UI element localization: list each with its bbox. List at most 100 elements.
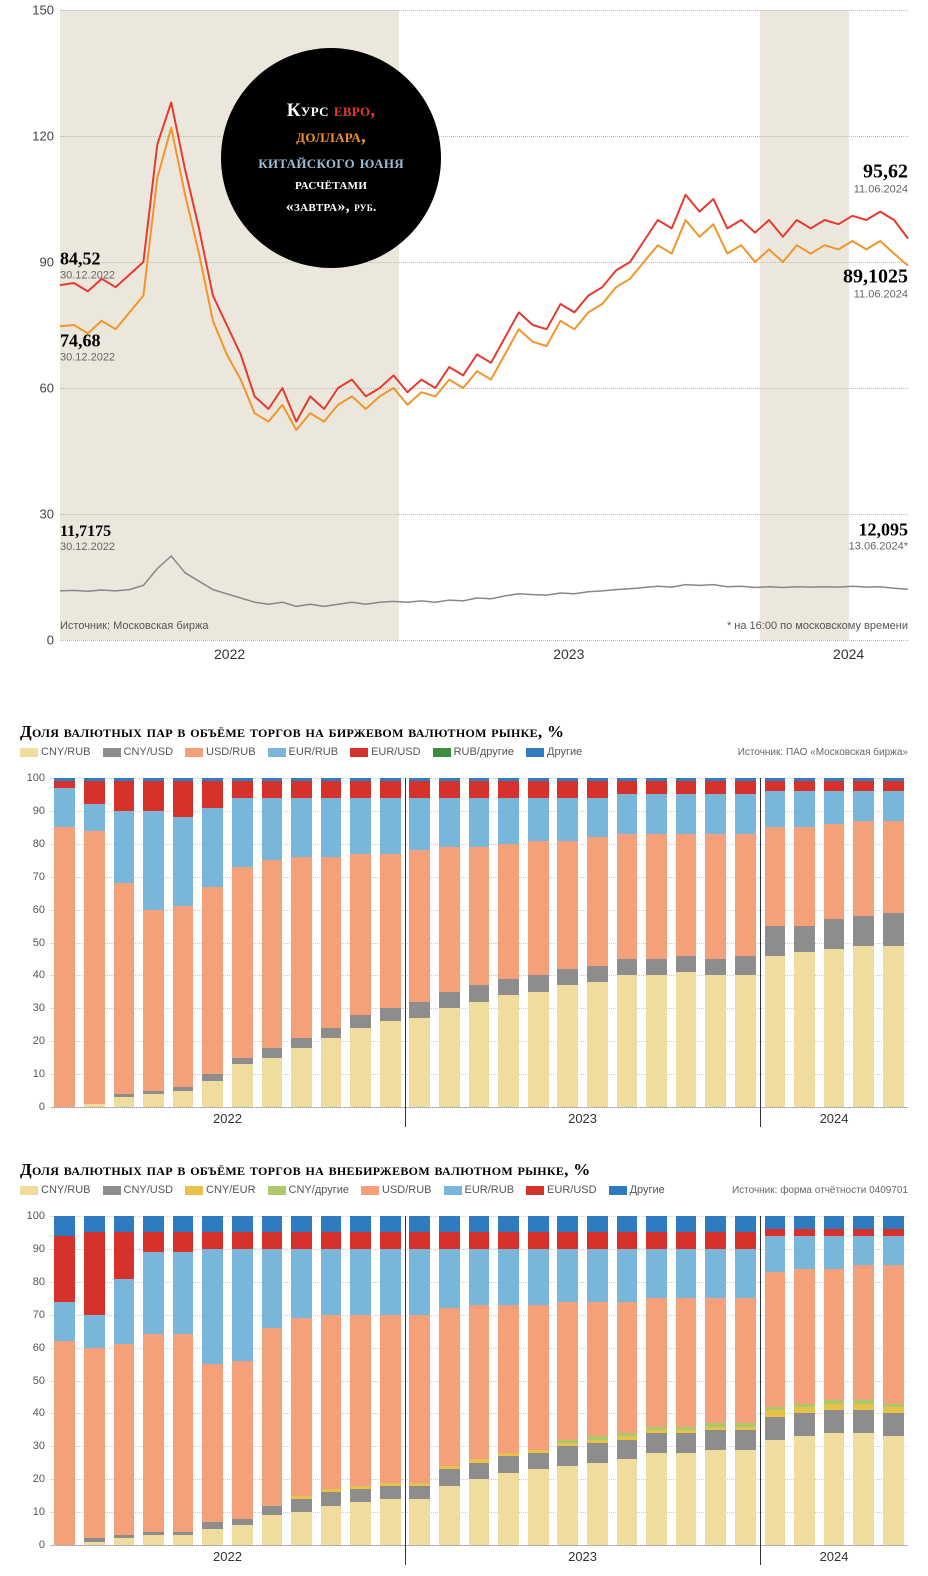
mid-seg-other: [262, 778, 283, 781]
mid-bar: [705, 778, 726, 1107]
bot-seg-cny_usd: [232, 1519, 253, 1526]
bot-seg-eur_usd: [380, 1232, 401, 1248]
mid-seg-other: [350, 778, 371, 781]
bot-seg-cny_eur: [291, 1496, 312, 1499]
bot-seg-usd_rub: [824, 1269, 845, 1401]
bot-seg-usd_rub: [735, 1298, 756, 1423]
mid-seg-eur_usd: [469, 781, 490, 797]
bot-seg-other: [883, 1216, 904, 1229]
bot-seg-eur_rub: [765, 1236, 786, 1272]
mid-legend-item: CNY/RUB: [20, 746, 91, 758]
bot-seg-eur_usd: [350, 1232, 371, 1248]
mid-seg-cny_usd: [380, 1008, 401, 1021]
bot-seg-other: [705, 1216, 726, 1232]
bot-seg-eur_rub: [646, 1249, 667, 1298]
mid-seg-other: [824, 778, 845, 781]
mid-seg-eur_usd: [646, 781, 667, 794]
mid-seg-usd_rub: [380, 854, 401, 1009]
mid-seg-eur_rub: [557, 798, 578, 841]
bot-seg-cny_oth: [617, 1433, 638, 1436]
series-cny: [60, 556, 908, 606]
bot-seg-usd_rub: [202, 1364, 223, 1522]
title-medallion: Курс евро,доллара,китайского юанярасчёта…: [221, 48, 441, 268]
mid-seg-other: [469, 778, 490, 781]
bot-seg-cny_usd: [350, 1489, 371, 1502]
mid-seg-eur_usd: [202, 781, 223, 807]
mid-year-label: 2024: [820, 1107, 849, 1126]
mid-seg-usd_rub: [409, 850, 430, 1001]
bot-seg-eur_usd: [469, 1232, 490, 1248]
mid-seg-eur_rub: [380, 798, 401, 854]
mid-bar: [528, 778, 549, 1107]
x-axis-year-label: 2023: [553, 640, 584, 662]
mid-seg-cny_usd: [232, 1058, 253, 1065]
mid-seg-eur_usd: [439, 781, 460, 797]
bot-seg-cny_rub: [350, 1502, 371, 1545]
bot-seg-eur_usd: [54, 1236, 75, 1302]
bot-seg-cny_oth: [883, 1404, 904, 1407]
bot-seg-cny_eur: [439, 1466, 460, 1469]
mid-seg-cny_rub: [676, 972, 697, 1107]
bot-seg-eur_usd: [853, 1229, 874, 1236]
bot-seg-eur_rub: [528, 1249, 549, 1305]
bot-bar: [469, 1216, 490, 1545]
bot-bar: [557, 1216, 578, 1545]
mid-seg-eur_rub: [469, 798, 490, 847]
bot-seg-eur_usd: [498, 1232, 519, 1248]
bot-seg-usd_rub: [409, 1315, 430, 1483]
bot-seg-cny_usd: [143, 1532, 164, 1535]
bot-seg-cny_oth: [735, 1423, 756, 1426]
mid-seg-eur_usd: [321, 781, 342, 797]
bot-seg-eur_usd: [439, 1232, 460, 1248]
bot-seg-cny_rub: [439, 1486, 460, 1545]
mid-bar: [646, 778, 667, 1107]
mid-seg-other: [202, 778, 223, 781]
mid-seg-cny_usd: [143, 1091, 164, 1094]
bot-seg-cny_rub: [794, 1436, 815, 1545]
bot-seg-usd_rub: [853, 1265, 874, 1400]
bot-seg-cny_oth: [676, 1427, 697, 1430]
mid-seg-other: [676, 778, 697, 781]
bot-seg-cny_rub: [143, 1535, 164, 1545]
bot-seg-eur_rub: [409, 1249, 430, 1315]
bot-seg-eur_usd: [143, 1232, 164, 1252]
mid-seg-other: [735, 778, 756, 781]
bot-y-tick: 80: [33, 1276, 50, 1288]
bot-seg-eur_usd: [824, 1229, 845, 1236]
bot-bar: [173, 1216, 194, 1545]
mid-seg-cny_usd: [557, 969, 578, 985]
bot-y-tick: 90: [33, 1243, 50, 1255]
bot-bar: [291, 1216, 312, 1545]
bot-seg-cny_eur: [380, 1483, 401, 1486]
mid-seg-other: [498, 778, 519, 781]
bot-seg-eur_rub: [54, 1302, 75, 1341]
exchange-rate-line-chart: 030609012015020222023202484,5230.12.2022…: [0, 0, 928, 700]
y-axis-tick: 120: [32, 129, 60, 144]
mid-seg-cny_usd: [291, 1038, 312, 1048]
mid-bar: [84, 778, 105, 1107]
bot-seg-cny_rub: [587, 1463, 608, 1545]
bot-seg-cny_usd: [498, 1456, 519, 1472]
bot-seg-other: [350, 1216, 371, 1232]
bot-seg-eur_usd: [173, 1232, 194, 1252]
mid-seg-cny_usd: [262, 1048, 283, 1058]
mid-seg-cny_rub: [469, 1002, 490, 1107]
mid-seg-eur_usd: [291, 781, 312, 797]
mid-seg-other: [114, 778, 135, 781]
bot-seg-cny_usd: [528, 1453, 549, 1469]
mid-y-tick: 0: [39, 1101, 50, 1113]
bot-seg-eur_rub: [587, 1249, 608, 1302]
bot-seg-other: [173, 1216, 194, 1232]
bot-seg-cny_usd: [321, 1492, 342, 1505]
mid-seg-other: [143, 778, 164, 781]
bot-seg-cny_eur: [735, 1427, 756, 1430]
bot-y-tick: 100: [27, 1210, 50, 1222]
bot-seg-other: [114, 1216, 135, 1232]
mid-seg-eur_rub: [705, 794, 726, 833]
mid-seg-eur_usd: [705, 781, 726, 794]
bot-bar: [824, 1216, 845, 1545]
mid-seg-other: [853, 778, 874, 781]
bot-seg-cny_usd: [587, 1443, 608, 1463]
bot-seg-cny_rub: [824, 1433, 845, 1545]
bot-seg-usd_rub: [587, 1302, 608, 1437]
